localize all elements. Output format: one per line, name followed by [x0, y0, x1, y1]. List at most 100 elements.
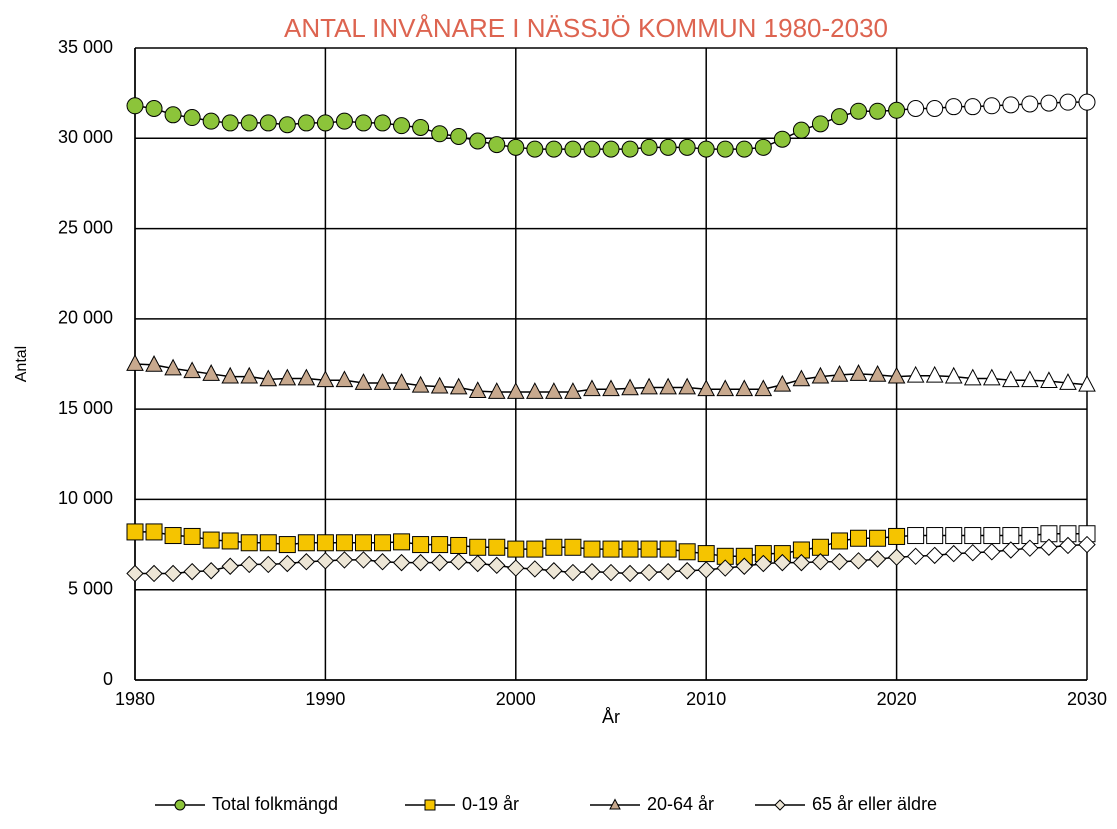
marker [392, 553, 411, 572]
marker [735, 557, 753, 575]
marker [583, 379, 601, 397]
marker [659, 138, 677, 156]
marker [621, 540, 639, 558]
y-tick-label: 20 000 [58, 308, 113, 328]
y-tick-label: 10 000 [58, 488, 113, 508]
marker [316, 552, 335, 570]
marker [430, 376, 449, 394]
marker [412, 118, 430, 136]
marker [849, 552, 868, 570]
marker [583, 562, 601, 581]
marker [240, 114, 258, 132]
marker [1040, 371, 1058, 389]
marker [1078, 535, 1096, 554]
marker [564, 538, 582, 556]
marker [583, 140, 601, 158]
marker [964, 543, 982, 562]
marker [507, 559, 525, 577]
marker [906, 547, 925, 566]
marker [202, 531, 220, 549]
marker [1059, 536, 1077, 555]
marker [716, 559, 734, 577]
marker [354, 373, 373, 390]
marker [754, 138, 772, 156]
marker [602, 140, 620, 158]
marker [583, 540, 601, 558]
marker [240, 534, 258, 552]
marker [424, 799, 436, 811]
marker [202, 364, 220, 381]
marker [811, 115, 829, 133]
marker [564, 140, 582, 158]
y-tick-label: 30 000 [58, 127, 113, 147]
marker [887, 366, 906, 384]
marker [678, 377, 696, 395]
marker [697, 545, 715, 563]
marker [354, 114, 372, 132]
marker [754, 379, 773, 397]
chart-title: ANTAL INVÅNARE I NÄSSJÖ KOMMUN 1980-2030 [284, 13, 888, 43]
marker [1021, 370, 1039, 388]
marker [316, 534, 334, 552]
marker [1078, 93, 1096, 111]
marker [678, 562, 696, 580]
marker [126, 354, 144, 371]
marker [507, 138, 525, 156]
y-tick-label: 25 000 [58, 217, 113, 237]
marker [640, 563, 658, 582]
x-tick-label: 2010 [686, 689, 726, 709]
legend-label: 65 år eller äldre [812, 794, 937, 814]
legend-label: 20-64 år [647, 794, 714, 814]
marker [469, 538, 487, 556]
marker [545, 140, 563, 158]
marker [925, 365, 944, 383]
marker [487, 382, 506, 399]
marker [963, 368, 982, 386]
marker [393, 533, 411, 551]
marker [774, 799, 786, 811]
marker [907, 527, 925, 545]
marker [697, 379, 716, 397]
marker [850, 529, 868, 547]
marker [602, 563, 620, 582]
marker [164, 527, 182, 545]
marker [869, 529, 887, 547]
marker [792, 369, 811, 387]
marker [374, 114, 392, 132]
x-tick-label: 2020 [877, 689, 917, 709]
marker [259, 555, 277, 574]
marker [526, 540, 544, 558]
x-axis-label: År [602, 707, 620, 727]
marker [906, 365, 925, 383]
marker [335, 112, 353, 130]
marker [678, 138, 696, 156]
marker [411, 553, 430, 572]
marker [621, 140, 639, 158]
marker [773, 374, 792, 392]
marker [316, 114, 334, 132]
marker [335, 534, 353, 552]
marker [773, 130, 791, 148]
marker [925, 546, 944, 565]
marker [164, 358, 182, 376]
marker [468, 381, 487, 398]
marker [259, 114, 277, 132]
marker [659, 377, 677, 395]
marker [907, 99, 925, 117]
marker [174, 799, 186, 811]
marker [411, 375, 430, 393]
marker [564, 382, 582, 399]
marker [868, 550, 887, 568]
marker [716, 140, 734, 158]
marker [126, 564, 144, 583]
marker [297, 114, 315, 132]
marker [183, 562, 201, 581]
marker [945, 98, 963, 116]
marker [621, 564, 639, 583]
marker [926, 99, 944, 117]
marker [811, 553, 830, 571]
marker [488, 136, 506, 154]
marker [469, 132, 487, 150]
